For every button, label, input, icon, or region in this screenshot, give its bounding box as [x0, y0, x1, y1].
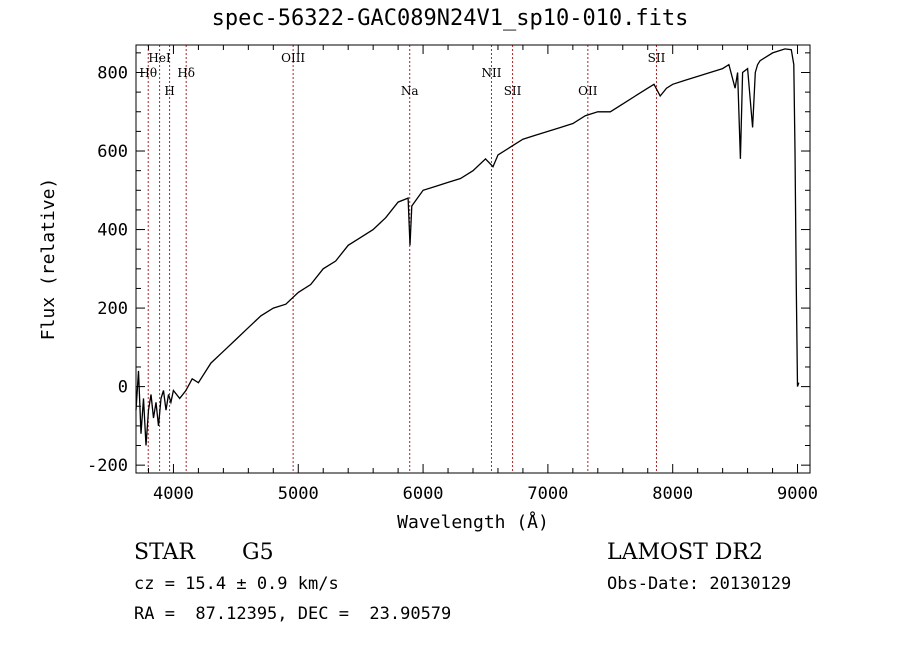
- x-tick-label: 9000: [777, 484, 818, 504]
- chart-title: spec-56322-GAC089N24V1_sp10-010.fits: [211, 6, 689, 31]
- spectral-line-label: Hθ: [139, 66, 157, 80]
- x-tick-label: 5000: [278, 484, 319, 504]
- coordinates-text: RA = 87.12395, DEC = 23.90579: [134, 604, 452, 624]
- spectral-line-label: HeI: [148, 51, 171, 65]
- spectral-line-label: OIII: [281, 51, 305, 65]
- x-tick-label: 6000: [403, 484, 444, 504]
- x-axis-label: Wavelength (Å): [397, 511, 549, 533]
- y-tick-label: 600: [97, 142, 128, 162]
- x-tick-label: 8000: [652, 484, 693, 504]
- redshift-text: cz = 15.4 ± 0.9 km/s: [134, 574, 339, 594]
- y-tick-label: 400: [97, 221, 128, 241]
- spectral-line-label: Hδ: [177, 66, 195, 80]
- flux-line: [135, 48, 800, 446]
- spectral-line-label: OII: [578, 84, 598, 98]
- y-tick-label: 0: [118, 378, 128, 398]
- spectral-line-label: Na: [401, 84, 419, 98]
- survey-label: LAMOST DR2: [607, 540, 763, 565]
- subclass-label: G5: [242, 540, 274, 565]
- x-tick-label: 7000: [527, 484, 568, 504]
- plot-axes: [135, 44, 811, 474]
- spectral-line-label: H: [164, 84, 174, 98]
- y-tick-label: 200: [97, 299, 128, 319]
- x-tick-label: 4000: [153, 484, 194, 504]
- y-axis-label: Flux (relative): [38, 178, 59, 341]
- obs-date-text: Obs-Date: 20130129: [607, 574, 792, 594]
- plot-frame: [135, 44, 811, 474]
- y-tick-label: -200: [87, 456, 128, 476]
- spectral-line-label: NII: [481, 66, 501, 80]
- y-tick-label: 800: [97, 63, 128, 83]
- flux-series: [135, 48, 800, 446]
- axis-labels: 4000 5000 6000 7000 8000 9000 -200 0 200 400 600 80…: [38, 63, 818, 533]
- class-label: STAR: [134, 540, 195, 565]
- spectral-line-label: SII: [504, 84, 522, 98]
- spectral-line-label: SII: [648, 51, 666, 65]
